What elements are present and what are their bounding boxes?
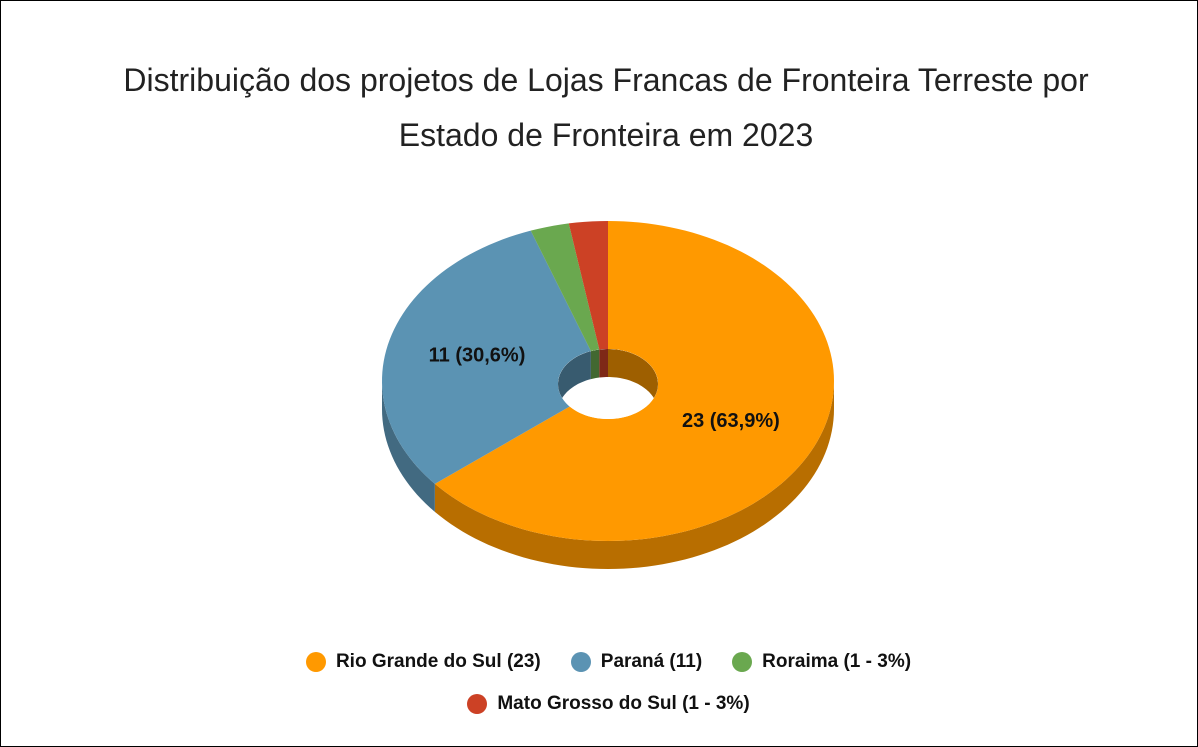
- legend-swatch: [732, 652, 753, 672]
- legend-item: Rio Grande do Sul (23): [305, 649, 541, 675]
- slice-top: [382, 230, 591, 484]
- legend-item: Roraima (1 - 3%): [732, 649, 911, 675]
- side-walls: [382, 381, 834, 569]
- legend-swatch: [570, 652, 591, 672]
- slice-inner-wall: [608, 349, 658, 412]
- slice-inner-wall: [599, 349, 608, 378]
- value-label: 23 (63,9%): [682, 410, 780, 432]
- legend: Rio Grande do Sul (23) Paraná (11) Roraima…: [151, 649, 1066, 717]
- slice-top: [568, 221, 608, 350]
- top-faces: [382, 221, 834, 541]
- slice-side: [434, 381, 834, 569]
- legend-item: Mato Grosso do Sul (1 - 3%): [467, 691, 750, 717]
- legend-label: Paraná (11): [600, 651, 703, 672]
- hole-walls: [558, 349, 658, 412]
- legend-swatch: [305, 652, 326, 672]
- value-label: 11 (30,6%): [429, 344, 526, 366]
- slice-inner-wall: [590, 349, 600, 380]
- legend-label: Rio Grande do Sul (23): [335, 651, 541, 672]
- legend-label: Mato Grosso do Sul (1 - 3%): [497, 693, 750, 714]
- legend-item: Paraná (11): [570, 649, 703, 675]
- slice-top: [434, 221, 834, 541]
- slice-top: [530, 223, 600, 352]
- legend-swatch: [467, 694, 488, 714]
- legend-label: Roraima (1 - 3%): [762, 651, 912, 672]
- slice-inner-wall: [558, 351, 591, 412]
- chart-title: Distribuição dos projetos de Lojas Franc…: [123, 62, 1089, 153]
- slice-side: [382, 381, 435, 512]
